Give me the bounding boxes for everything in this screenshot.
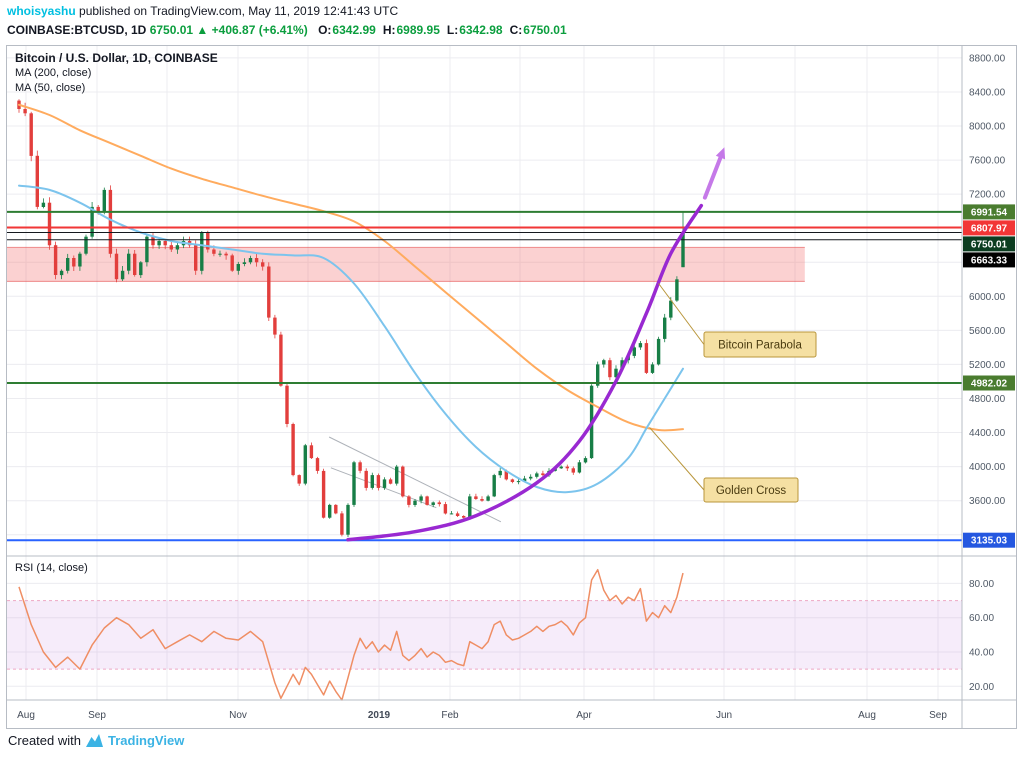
rsi-pane bbox=[7, 568, 962, 701]
author-link[interactable]: whoisyashu bbox=[7, 4, 76, 18]
rsi-tick-label: 60.00 bbox=[969, 613, 994, 624]
svg-text:6663.33: 6663.33 bbox=[971, 255, 1008, 266]
rsi-line bbox=[18, 568, 684, 701]
time-axis-label: Aug bbox=[17, 710, 35, 721]
moving-average-lines bbox=[18, 103, 684, 494]
time-axis-label: Nov bbox=[229, 710, 247, 721]
symbol-ohlc-line: COINBASE:BTCUSD, 1D 6750.01 ▲ +406.87 (+… bbox=[7, 23, 567, 38]
ohlc-label: L: bbox=[446, 23, 459, 37]
price-axis-tag bbox=[963, 236, 1015, 252]
time-axis-label: Aug bbox=[858, 710, 876, 721]
tradingview-brand-link[interactable]: TradingView bbox=[107, 733, 185, 748]
up-arrow-icon: ▲ bbox=[196, 23, 209, 37]
svg-text:4982.02: 4982.02 bbox=[971, 379, 1008, 390]
price-level-lines[interactable] bbox=[7, 210, 962, 542]
svg-text:6807.97: 6807.97 bbox=[971, 223, 1008, 234]
price-tick-label: 4400.00 bbox=[969, 428, 1006, 439]
pane-separators bbox=[7, 46, 1016, 728]
price-tick-label: 4000.00 bbox=[969, 462, 1006, 473]
price-tick-label: 5200.00 bbox=[969, 360, 1006, 371]
callout-golden-cross[interactable]: Golden Cross bbox=[649, 427, 799, 503]
ohlc-label: C: bbox=[509, 23, 523, 37]
svg-text:Golden Cross: Golden Cross bbox=[716, 485, 787, 497]
chart-frame[interactable]: Bitcoin Parabola Golden Cross 8800.00 8400.… bbox=[6, 45, 1017, 729]
time-axis-label: 2019 bbox=[368, 710, 391, 721]
price-tick-label: 6000.00 bbox=[969, 292, 1006, 303]
rsi-tick-label: 80.00 bbox=[969, 579, 994, 590]
ohlc-values: O:6342.99 H:6989.95 L:6342.98 C:6750.01 bbox=[311, 23, 567, 37]
price-tick-label: 8400.00 bbox=[969, 88, 1006, 99]
price-axis-tag bbox=[963, 375, 1015, 391]
price-tick-label: 4800.00 bbox=[969, 394, 1006, 405]
svg-text:3135.03: 3135.03 bbox=[971, 536, 1008, 547]
time-axis-label: Apr bbox=[576, 710, 592, 721]
price-tick-label: 3600.00 bbox=[969, 496, 1006, 507]
svg-text:Bitcoin Parabola: Bitcoin Parabola bbox=[718, 340, 802, 352]
symbol-name[interactable]: COINBASE:BTCUSD, 1D bbox=[7, 23, 147, 37]
header: whoisyashu published on TradingView.com,… bbox=[7, 4, 567, 38]
ohlc-value: 6342.99 bbox=[332, 23, 376, 37]
price-tick-label: 8800.00 bbox=[969, 53, 1006, 64]
price-change: +406.87 (+6.41%) bbox=[211, 23, 308, 37]
tradingview-logo-icon[interactable] bbox=[85, 733, 103, 748]
time-axis-label: Jun bbox=[716, 710, 732, 721]
svg-text:6750.01: 6750.01 bbox=[971, 239, 1008, 250]
grid-lines bbox=[7, 46, 962, 700]
time-axis-label: Feb bbox=[441, 710, 459, 721]
ohlc-value: 6989.95 bbox=[396, 23, 440, 37]
ohlc-label: H: bbox=[382, 23, 396, 37]
ohlc-value: 6342.98 bbox=[459, 23, 503, 37]
price-axis-tag bbox=[963, 220, 1015, 236]
ohlc-value: 6750.01 bbox=[523, 23, 567, 37]
last-price: 6750.01 bbox=[149, 23, 194, 37]
rsi-tick-label: 40.00 bbox=[969, 648, 994, 659]
published-line: whoisyashu published on TradingView.com,… bbox=[7, 4, 567, 19]
price-axis[interactable]: 8800.00 8400.00 8000.00 7600.00 7200.00 6000.… bbox=[963, 53, 1015, 693]
price-tick-label: 5600.00 bbox=[969, 326, 1006, 337]
parabola-drawing[interactable] bbox=[346, 147, 726, 542]
svg-text:6991.54: 6991.54 bbox=[971, 207, 1008, 218]
published-text: published on TradingView.com, May 11, 20… bbox=[75, 4, 399, 18]
projection-arrow-icon bbox=[702, 150, 725, 200]
candlestick-series bbox=[17, 99, 685, 538]
time-axis-label: Sep bbox=[88, 710, 106, 721]
price-axis-tag bbox=[963, 204, 1015, 220]
time-axis-label: Sep bbox=[929, 710, 947, 721]
ohlc-label: O: bbox=[318, 23, 332, 37]
chart-svg[interactable]: Bitcoin Parabola Golden Cross 8800.00 8400.… bbox=[7, 46, 1016, 728]
callout-bitcoin-parabola[interactable]: Bitcoin Parabola bbox=[658, 283, 817, 358]
resistance-zone[interactable] bbox=[7, 246, 805, 282]
rsi-tick-label: 20.00 bbox=[969, 682, 994, 693]
price-axis-tag bbox=[963, 252, 1015, 268]
chart-canvas[interactable]: Bitcoin Parabola Golden Cross 8800.00 8400.… bbox=[7, 46, 1016, 733]
price-tick-label: 8000.00 bbox=[969, 122, 1006, 133]
created-with-text: Created with bbox=[8, 733, 81, 748]
price-tick-label: 7600.00 bbox=[969, 156, 1006, 167]
price-axis-tag bbox=[963, 532, 1015, 548]
price-tick-label: 7200.00 bbox=[969, 190, 1006, 201]
time-axis[interactable]: Aug Sep Nov 2019 Feb Apr Jun Aug Sep bbox=[17, 710, 947, 721]
footer: Created with TradingView bbox=[8, 733, 184, 748]
